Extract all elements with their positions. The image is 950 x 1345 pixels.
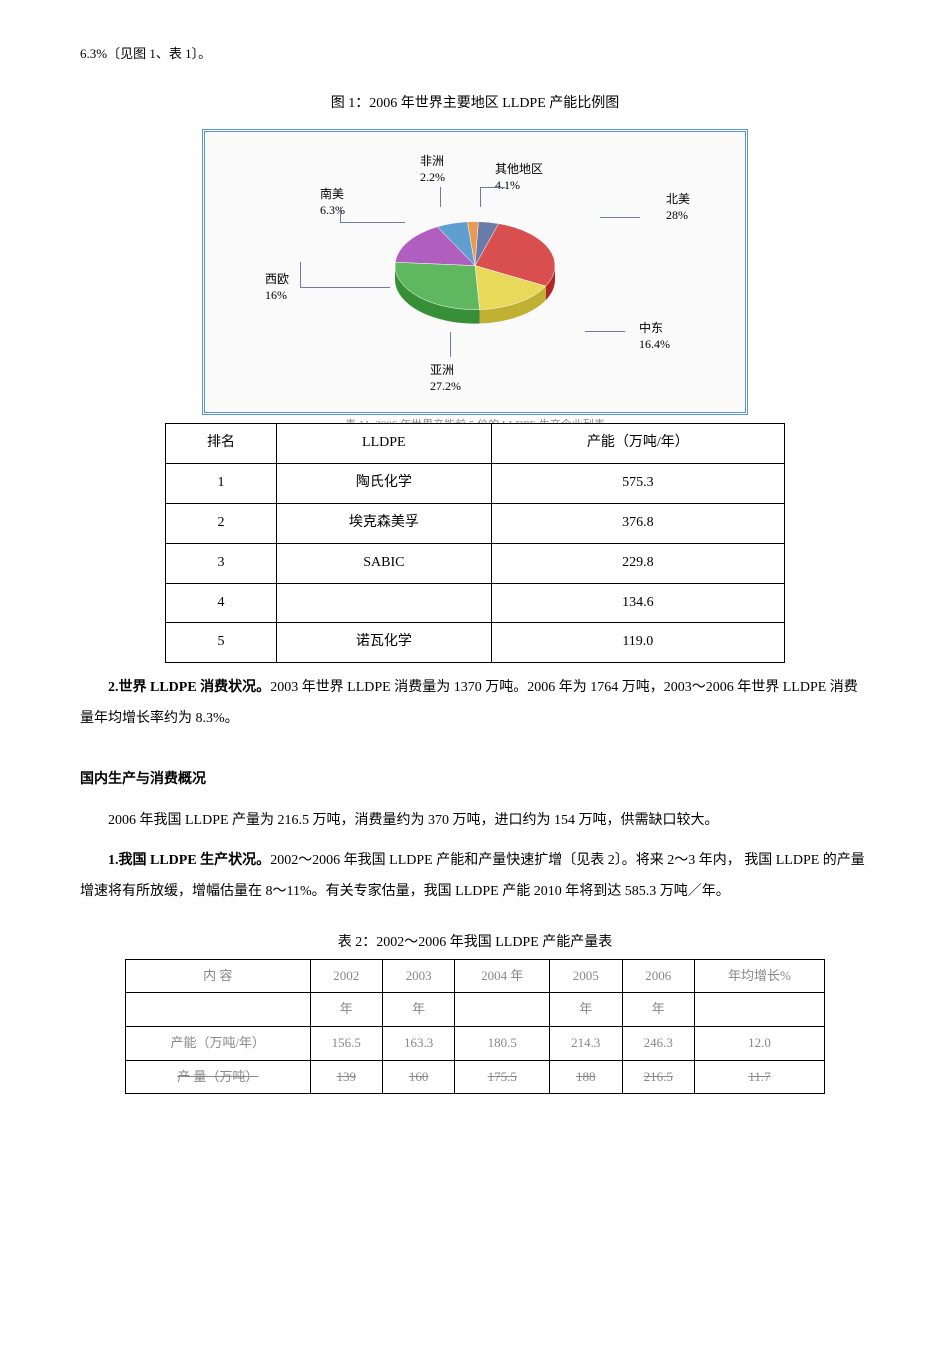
- table-row: 排名 LLDPE 产能（万吨/年）: [166, 424, 785, 464]
- para-lead: 1.我国 LLDPE 生产状况。: [108, 853, 270, 868]
- table-row: 3 SABIC 229.8: [166, 543, 785, 583]
- table2: 内 容 2002 2003 2004 年 2005 2006 年均增长% 年 年…: [125, 959, 825, 1094]
- para-domestic-overview: 2006 年我国 LLDPE 产量为 216.5 万吨，消费量约为 370 万吨…: [80, 806, 870, 837]
- section-heading-domestic: 国内生产与消费概况: [80, 765, 870, 796]
- pie-label-north-america: 北美28%: [666, 192, 690, 223]
- figure1-pie: [375, 176, 575, 369]
- th-company: LLDPE: [277, 424, 492, 464]
- table-row: 1 陶氏化学 575.3: [166, 464, 785, 504]
- intro-fragment: 6.3%〔见图 1、表 1〕。: [80, 40, 870, 69]
- table-row: 年 年 年 年: [126, 993, 825, 1027]
- pie-label-west-europe: 西欧16%: [265, 272, 289, 303]
- th-rank: 排名: [166, 424, 277, 464]
- table1: 排名 LLDPE 产能（万吨/年） 1 陶氏化学 575.3 2 埃克森美孚 3…: [165, 423, 785, 663]
- figure1-container: 北美28% 中东16.4% 亚洲27.2% 西欧16% 南美6.3% 非洲2.2…: [202, 129, 748, 415]
- table-row: 2 埃克森美孚 376.8: [166, 503, 785, 543]
- table-row: 产 量（万吨） 139 160 175.5 188 216.5 11.7: [126, 1060, 825, 1094]
- para-domestic-production: 1.我国 LLDPE 生产状况。2002～2006 年我国 LLDPE 产能和产…: [80, 846, 870, 908]
- table-row: 4 134.6: [166, 583, 785, 623]
- figure1-title: 图 1：2006 年世界主要地区 LLDPE 产能比例图: [80, 89, 870, 120]
- pie-label-other: 其他地区4.1%: [495, 162, 543, 193]
- table-row: 产能（万吨/年） 156.5 163.3 180.5 214.3 246.3 1…: [126, 1026, 825, 1060]
- para-world-consumption: 2.世界 LLDPE 消费状况。2003 年世界 LLDPE 消费量为 1370…: [80, 673, 870, 735]
- th-capacity: 产能（万吨/年）: [491, 424, 784, 464]
- pie-label-africa: 非洲2.2%: [420, 154, 445, 185]
- table-row: 5 诺瓦化学 119.0: [166, 623, 785, 663]
- table-row: 内 容 2002 2003 2004 年 2005 2006 年均增长%: [126, 959, 825, 993]
- table2-title: 表 2：2002～2006 年我国 LLDPE 产能产量表: [80, 928, 870, 959]
- pie-label-south-america: 南美6.3%: [320, 187, 345, 218]
- para-lead: 2.世界 LLDPE 消费状况。: [108, 680, 270, 695]
- pie-label-middle-east: 中东16.4%: [639, 321, 670, 352]
- pie-label-asia: 亚洲27.2%: [430, 363, 461, 394]
